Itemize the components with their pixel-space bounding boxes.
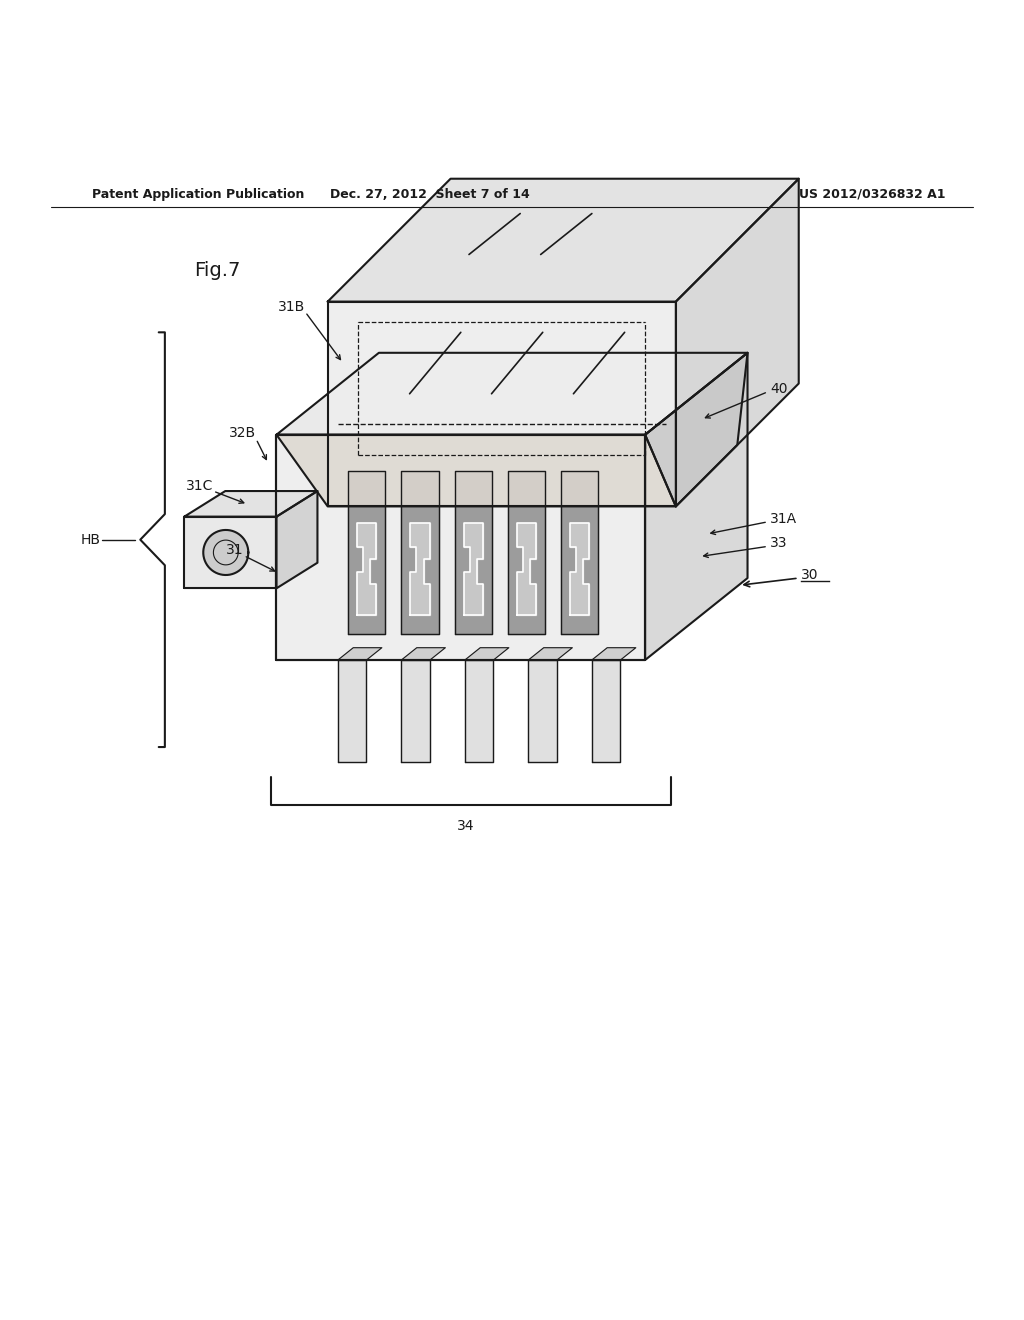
Text: US 2012/0326832 A1: US 2012/0326832 A1: [799, 187, 945, 201]
Polygon shape: [338, 648, 382, 660]
Polygon shape: [592, 648, 636, 660]
Polygon shape: [401, 470, 438, 635]
Text: 30: 30: [801, 568, 818, 582]
Text: 31: 31: [226, 544, 244, 557]
Polygon shape: [570, 523, 590, 615]
Polygon shape: [455, 470, 492, 635]
Polygon shape: [676, 178, 799, 507]
Polygon shape: [338, 660, 367, 763]
Text: Patent Application Publication: Patent Application Publication: [92, 187, 304, 201]
Polygon shape: [508, 470, 545, 635]
Polygon shape: [401, 660, 430, 763]
Polygon shape: [592, 660, 621, 763]
Polygon shape: [276, 491, 317, 589]
Polygon shape: [276, 434, 645, 660]
Polygon shape: [328, 301, 676, 507]
Polygon shape: [465, 660, 494, 763]
Text: 32B: 32B: [229, 425, 256, 440]
Text: 40: 40: [770, 381, 787, 396]
Polygon shape: [465, 648, 509, 660]
Polygon shape: [276, 352, 748, 434]
Polygon shape: [645, 352, 748, 660]
Text: HB: HB: [80, 533, 100, 548]
Polygon shape: [561, 470, 598, 635]
Polygon shape: [276, 434, 676, 507]
Text: 31B: 31B: [278, 300, 305, 314]
Polygon shape: [184, 516, 276, 589]
Polygon shape: [528, 660, 557, 763]
Polygon shape: [411, 523, 430, 615]
Polygon shape: [464, 523, 483, 615]
Text: Fig.7: Fig.7: [195, 261, 241, 280]
Text: Dec. 27, 2012  Sheet 7 of 14: Dec. 27, 2012 Sheet 7 of 14: [330, 187, 530, 201]
Polygon shape: [517, 523, 537, 615]
Polygon shape: [348, 470, 385, 635]
Polygon shape: [645, 352, 748, 507]
Text: 31C: 31C: [185, 479, 213, 492]
Polygon shape: [328, 178, 799, 301]
Polygon shape: [184, 491, 317, 516]
Polygon shape: [357, 523, 377, 615]
Text: 31A: 31A: [770, 512, 797, 525]
Polygon shape: [401, 648, 445, 660]
Text: 34: 34: [457, 818, 475, 833]
Polygon shape: [528, 648, 572, 660]
Polygon shape: [204, 529, 249, 576]
Text: 33: 33: [770, 536, 787, 550]
